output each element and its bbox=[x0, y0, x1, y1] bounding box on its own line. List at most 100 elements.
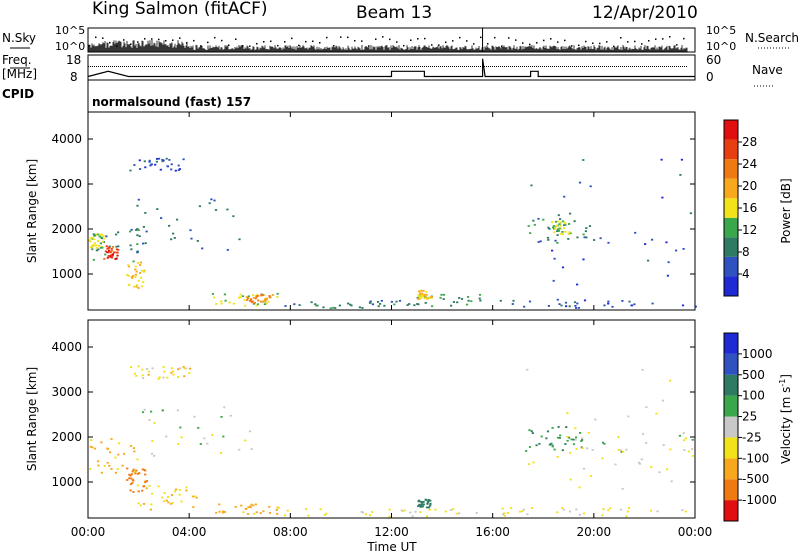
heatmap-cell bbox=[478, 293, 482, 296]
heatmap-cell bbox=[89, 468, 92, 470]
heatmap-cell bbox=[166, 376, 169, 379]
nave-dot bbox=[334, 66, 335, 67]
heatmap-cell bbox=[601, 457, 604, 460]
heatmap-cell bbox=[121, 464, 124, 467]
nave-dot bbox=[198, 66, 199, 67]
heatmap-cell bbox=[542, 218, 545, 221]
nave-dot bbox=[106, 66, 107, 67]
nsearch-dot bbox=[676, 44, 678, 46]
heatmap-cell bbox=[687, 450, 690, 453]
y-tick-label: 2000 bbox=[51, 222, 82, 236]
nave-dot bbox=[588, 66, 589, 67]
heatmap-cell bbox=[191, 495, 194, 498]
heatmap-cell bbox=[561, 266, 565, 269]
nave-dot bbox=[310, 66, 311, 67]
heatmap-cell bbox=[323, 514, 326, 516]
nave-dot bbox=[460, 66, 461, 67]
heatmap-cell bbox=[528, 446, 532, 448]
nave-dot bbox=[546, 66, 547, 67]
heatmap-cell bbox=[241, 295, 244, 298]
heatmap-cell bbox=[572, 438, 575, 441]
heatmap-cell bbox=[560, 304, 563, 307]
heatmap-cell bbox=[250, 503, 253, 506]
nsearch-dot bbox=[347, 36, 349, 39]
heatmap-cell bbox=[276, 513, 279, 515]
nave-dot bbox=[586, 66, 587, 67]
heatmap-cell bbox=[556, 224, 559, 227]
heatmap-cell bbox=[208, 202, 211, 205]
nave-dot bbox=[584, 66, 585, 67]
nave-dot bbox=[388, 66, 389, 67]
heatmap-cell bbox=[206, 442, 209, 445]
heatmap-cell bbox=[89, 445, 92, 448]
heatmap-cell bbox=[163, 500, 166, 503]
nave-dot bbox=[138, 66, 139, 67]
colorbar-tick-label: 25 bbox=[742, 410, 757, 424]
heatmap-cell bbox=[221, 511, 225, 514]
nave-dot bbox=[676, 66, 677, 67]
nave-dot bbox=[376, 66, 377, 67]
heatmap-cell bbox=[557, 220, 560, 223]
heatmap-cell bbox=[527, 463, 531, 465]
heatmap-cell bbox=[134, 265, 137, 268]
heatmap-cell bbox=[561, 233, 564, 235]
nave-dot bbox=[234, 66, 235, 67]
colorbar-segment bbox=[724, 276, 738, 296]
heatmap-cell bbox=[132, 285, 136, 288]
nsky-tick-top: 10^5 bbox=[55, 24, 85, 37]
heatmap-cell bbox=[458, 512, 461, 515]
nave-dot bbox=[600, 66, 601, 67]
nave-dot bbox=[286, 66, 287, 67]
nave-dot bbox=[674, 66, 675, 67]
nave-dot bbox=[112, 66, 113, 67]
heatmap-cell bbox=[192, 506, 195, 508]
heatmap-cell bbox=[141, 468, 144, 471]
heatmap-cell bbox=[582, 159, 585, 161]
nsearch-dot bbox=[326, 36, 328, 39]
nave-dot bbox=[410, 66, 411, 67]
nave-dot bbox=[212, 66, 213, 67]
nsearch-dot bbox=[585, 40, 587, 43]
colorbar-tick-label: 28 bbox=[742, 135, 757, 149]
nsearch-dot bbox=[144, 38, 146, 40]
heatmap-cell bbox=[322, 306, 325, 309]
nave-dot bbox=[154, 66, 155, 67]
nave-dot bbox=[174, 66, 175, 67]
heatmap-cell bbox=[173, 237, 176, 239]
heatmap-cell bbox=[144, 242, 147, 245]
heatmap-cell bbox=[137, 365, 140, 368]
nave-dot bbox=[102, 66, 103, 67]
nave-dot bbox=[556, 66, 557, 67]
y-tick-label: 1000 bbox=[51, 267, 82, 281]
nave-dot bbox=[302, 66, 303, 67]
nave-dot bbox=[322, 66, 323, 67]
nave-dot bbox=[254, 66, 255, 67]
heatmap-cell bbox=[170, 238, 173, 241]
nave-dot bbox=[94, 66, 95, 67]
nave-dot bbox=[358, 66, 359, 67]
heatmap-cell bbox=[634, 231, 637, 234]
heatmap-cell bbox=[131, 482, 134, 484]
nave-dot bbox=[638, 66, 639, 67]
nave-dot bbox=[156, 66, 157, 67]
heatmap-cell bbox=[101, 246, 104, 249]
heatmap-cell bbox=[136, 458, 139, 461]
heatmap-cell bbox=[213, 296, 216, 299]
nave-dot bbox=[524, 66, 525, 67]
heatmap-cell bbox=[434, 508, 437, 511]
heatmap-cell bbox=[651, 238, 654, 241]
nsearch-dot bbox=[508, 37, 510, 39]
nsearch-dot bbox=[473, 43, 475, 45]
heatmap-cell bbox=[530, 430, 533, 433]
heatmap-cell bbox=[137, 198, 140, 201]
colorbar-tick-label: 12 bbox=[742, 223, 757, 237]
power-colorbar-label: Power [dB] bbox=[779, 178, 793, 243]
heatmap-cell bbox=[183, 367, 186, 370]
nave-dot bbox=[464, 66, 465, 67]
nsearch-dot bbox=[382, 36, 384, 38]
heatmap-cell bbox=[131, 478, 134, 481]
heatmap-cell bbox=[628, 300, 631, 303]
nave-dot bbox=[488, 66, 489, 67]
heatmap-cell bbox=[137, 287, 140, 289]
heatmap-cell bbox=[512, 299, 515, 302]
